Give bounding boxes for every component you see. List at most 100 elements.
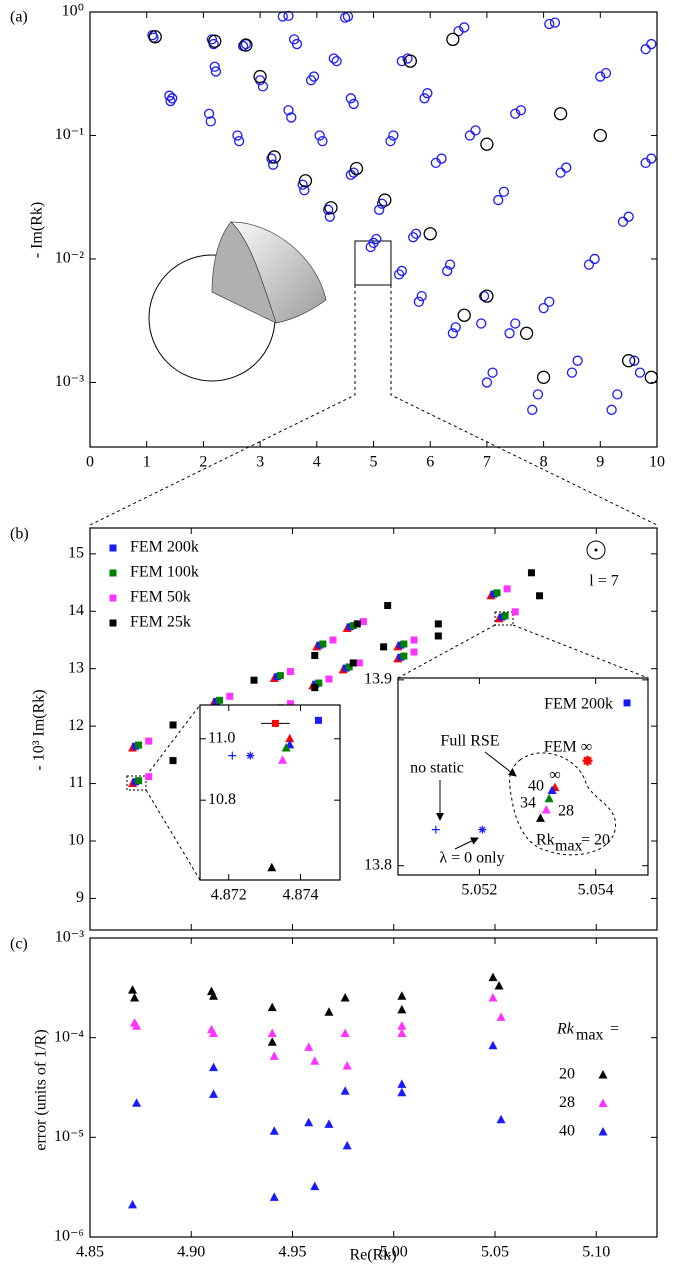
y-tick-label: 13 bbox=[68, 659, 84, 676]
annotation: FEM 200k bbox=[544, 696, 613, 713]
data-point bbox=[128, 985, 138, 994]
data-point bbox=[310, 1181, 320, 1191]
panel-label: (b) bbox=[10, 526, 29, 543]
x-tick-label: 2 bbox=[199, 454, 207, 471]
data-point bbox=[572, 355, 583, 366]
data-point bbox=[450, 322, 461, 333]
data-point bbox=[623, 211, 634, 222]
y-tick-label: 10⁻⁶ bbox=[54, 1228, 84, 1245]
x-tick-label: 4.90 bbox=[177, 1244, 205, 1261]
data-point bbox=[481, 377, 493, 388]
zoom-box bbox=[354, 240, 392, 286]
data-point bbox=[281, 742, 291, 752]
data-point bbox=[269, 1192, 279, 1201]
legend-title: = bbox=[610, 1021, 619, 1038]
data-point bbox=[314, 130, 325, 141]
data-point bbox=[536, 592, 544, 600]
x-tick-label: 4.95 bbox=[279, 1244, 307, 1261]
data-point bbox=[232, 130, 243, 141]
data-point bbox=[488, 972, 498, 982]
data-point bbox=[267, 150, 281, 164]
data-point bbox=[511, 608, 519, 616]
data-point bbox=[403, 54, 418, 68]
data-point bbox=[527, 404, 538, 415]
zoom-lines bbox=[145, 704, 201, 881]
data-point bbox=[210, 66, 222, 77]
data-point bbox=[246, 751, 255, 760]
zoom-lines bbox=[89, 285, 658, 526]
data-point bbox=[547, 785, 557, 794]
data-point bbox=[510, 318, 521, 329]
data-point bbox=[310, 1056, 320, 1065]
data-point bbox=[488, 993, 498, 1002]
plot-frame bbox=[397, 677, 649, 876]
data-point bbox=[322, 204, 334, 215]
data-point bbox=[206, 34, 218, 45]
data-point bbox=[423, 227, 437, 241]
data-point bbox=[353, 620, 361, 628]
y-tick-label: 10⁻¹ bbox=[55, 126, 84, 143]
legend-title: max bbox=[576, 1027, 604, 1044]
data-point bbox=[324, 201, 338, 215]
data-point bbox=[593, 128, 607, 143]
data-point bbox=[397, 1087, 407, 1097]
data-point bbox=[271, 719, 279, 727]
data-point bbox=[478, 825, 487, 834]
annotation: max bbox=[555, 838, 583, 855]
plot-frame bbox=[199, 704, 341, 881]
x-tick-label: 5.054 bbox=[578, 882, 614, 899]
data-point bbox=[396, 265, 408, 277]
x-tick-label: 1 bbox=[143, 454, 151, 471]
data-point bbox=[410, 648, 418, 656]
data-point bbox=[444, 259, 456, 270]
data-point bbox=[130, 993, 140, 1002]
legend-marker bbox=[598, 1070, 608, 1079]
data-point bbox=[253, 69, 267, 84]
data-point bbox=[355, 659, 363, 667]
data-point bbox=[498, 186, 510, 197]
annotation: Full RSE bbox=[440, 733, 499, 750]
data-point bbox=[308, 71, 320, 82]
data-point bbox=[622, 354, 636, 368]
data-point bbox=[589, 253, 600, 265]
data-point bbox=[385, 135, 396, 147]
y-axis-label: error (units of 1/R) bbox=[33, 1029, 50, 1150]
data-point bbox=[384, 602, 392, 610]
x-tick-label: 4 bbox=[313, 454, 321, 471]
data-point bbox=[340, 993, 350, 1002]
data-point bbox=[283, 10, 294, 22]
data-point bbox=[286, 668, 294, 676]
legend-marker bbox=[109, 619, 117, 627]
data-point bbox=[311, 684, 319, 692]
data-point bbox=[359, 618, 367, 626]
data-point bbox=[519, 326, 534, 340]
data-point bbox=[549, 17, 561, 28]
legend-label: 40 bbox=[559, 1123, 575, 1140]
data-point bbox=[276, 672, 284, 680]
legend-marker bbox=[109, 544, 117, 552]
data-point bbox=[209, 991, 219, 1000]
annotation: = 20 bbox=[581, 832, 610, 849]
data-point bbox=[442, 265, 453, 277]
annotation: no static bbox=[410, 760, 464, 777]
legend-label: 20 bbox=[559, 1066, 575, 1083]
x-tick-label: 3 bbox=[256, 454, 264, 471]
data-point bbox=[416, 290, 427, 302]
x-axis-label: Re(Rk) bbox=[349, 1247, 396, 1264]
data-point bbox=[434, 632, 442, 640]
data-point bbox=[583, 259, 595, 270]
x-tick-label: 10 bbox=[649, 454, 665, 471]
data-point bbox=[266, 153, 277, 164]
y-tick-label: 10⁻² bbox=[55, 250, 84, 267]
annotation: 28 bbox=[558, 803, 574, 820]
data-point bbox=[515, 105, 527, 116]
data-point bbox=[496, 1114, 506, 1124]
data-point bbox=[267, 1028, 277, 1038]
data-point bbox=[317, 135, 328, 147]
data-point bbox=[488, 1040, 498, 1050]
data-point bbox=[600, 67, 612, 79]
data-point bbox=[431, 825, 440, 834]
data-point bbox=[646, 153, 657, 164]
y-tick-label: 10⁻⁴ bbox=[54, 1028, 84, 1045]
sphere-cut bbox=[211, 221, 277, 324]
